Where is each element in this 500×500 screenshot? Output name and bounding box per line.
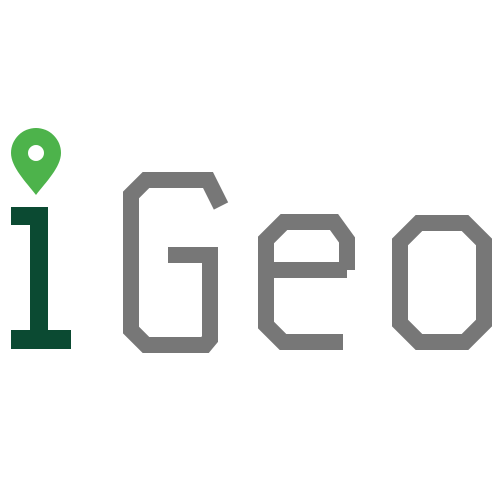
letter-e xyxy=(258,214,355,350)
map-pin-icon xyxy=(11,128,61,195)
letter-o xyxy=(392,215,492,350)
letter-g xyxy=(123,172,229,353)
letter-i-stem xyxy=(11,207,71,349)
